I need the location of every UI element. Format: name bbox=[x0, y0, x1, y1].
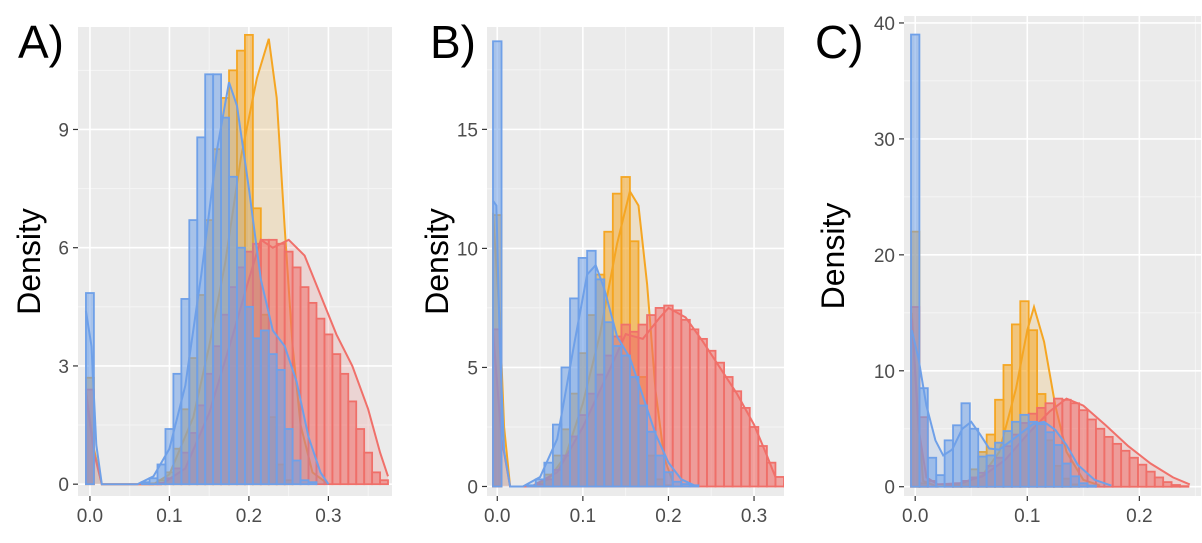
panel-b: 0.0 0.1 0.2 0.3 0 5 10 15 Density B) bbox=[419, 16, 784, 527]
x-tick-label: 0.2 bbox=[1126, 506, 1152, 527]
density-curve bbox=[84, 81, 330, 486]
panel-c: 0.0 0.1 0.2 0 10 20 30 40 Density C) bbox=[815, 14, 1201, 527]
panel-a: 0.0 0.1 0.2 0.3 0 3 6 9 Density A) bbox=[11, 16, 392, 527]
y-tick-label: 20 bbox=[874, 246, 895, 267]
panel-label: C) bbox=[815, 16, 864, 68]
x-tick-label: 0.2 bbox=[236, 506, 262, 527]
density-area bbox=[493, 200, 695, 487]
series-blue bbox=[910, 33, 1112, 488]
histogram-bar bbox=[1061, 462, 1072, 488]
y-tick-label: 0 bbox=[58, 475, 69, 496]
x-tick-label: 0.3 bbox=[741, 506, 767, 527]
x-tick-label: 0.0 bbox=[77, 506, 103, 527]
histogram-bar bbox=[275, 368, 286, 486]
histogram-bar bbox=[774, 476, 784, 488]
y-tick-label: 0 bbox=[467, 477, 478, 498]
histogram-bar bbox=[654, 454, 666, 488]
histogram-bar bbox=[926, 456, 938, 488]
x-tick-label: 0.0 bbox=[484, 506, 510, 527]
y-tick-label: 5 bbox=[467, 358, 478, 379]
y-tick-label: 6 bbox=[58, 239, 69, 260]
density-curve bbox=[492, 200, 695, 488]
y-tick-label: 10 bbox=[457, 239, 478, 260]
y-axis-title: Density bbox=[419, 208, 455, 315]
data-layer bbox=[84, 33, 389, 486]
histogram-bar bbox=[910, 33, 921, 488]
x-tick-label: 0.1 bbox=[1014, 506, 1040, 527]
histogram-bar bbox=[783, 483, 784, 488]
histogram-bar bbox=[1069, 475, 1081, 488]
histogram-bar bbox=[1086, 484, 1097, 488]
y-tick-label: 3 bbox=[58, 357, 69, 378]
y-tick-label: 0 bbox=[884, 478, 895, 499]
y-tick-label: 10 bbox=[874, 362, 895, 383]
y-axis-title: Density bbox=[815, 203, 851, 310]
data-layer bbox=[492, 40, 784, 488]
histogram-bar bbox=[379, 479, 389, 486]
histogram-bar bbox=[283, 428, 294, 486]
histogram-bar bbox=[688, 484, 700, 488]
histogram-bar bbox=[371, 471, 381, 486]
x-tick-label: 0.1 bbox=[570, 506, 596, 527]
density-area bbox=[911, 330, 1112, 487]
density-area bbox=[911, 318, 1190, 487]
histogram-bar bbox=[1179, 485, 1190, 488]
x-tick-label: 0.3 bbox=[315, 506, 341, 527]
y-axis-title: Density bbox=[11, 208, 47, 315]
panel-label: B) bbox=[430, 16, 476, 68]
histogram-bar bbox=[663, 471, 674, 488]
y-tick-label: 30 bbox=[874, 130, 895, 151]
series-blue bbox=[492, 40, 700, 488]
y-tick-label: 40 bbox=[874, 14, 895, 35]
density-curve bbox=[910, 329, 1112, 487]
data-layer bbox=[910, 33, 1191, 488]
histogram-bar bbox=[307, 481, 318, 486]
panel-label: A) bbox=[18, 16, 64, 68]
density-area bbox=[85, 82, 329, 485]
histogram-bar bbox=[363, 451, 374, 486]
y-tick-label: 9 bbox=[58, 120, 69, 141]
series-blue bbox=[84, 73, 330, 486]
x-tick-label: 0.1 bbox=[156, 506, 182, 527]
y-tick-label: 15 bbox=[457, 120, 478, 141]
histogram-bar bbox=[291, 459, 302, 486]
x-tick-label: 0.2 bbox=[655, 506, 681, 527]
x-tick-label: 0.0 bbox=[902, 506, 928, 527]
